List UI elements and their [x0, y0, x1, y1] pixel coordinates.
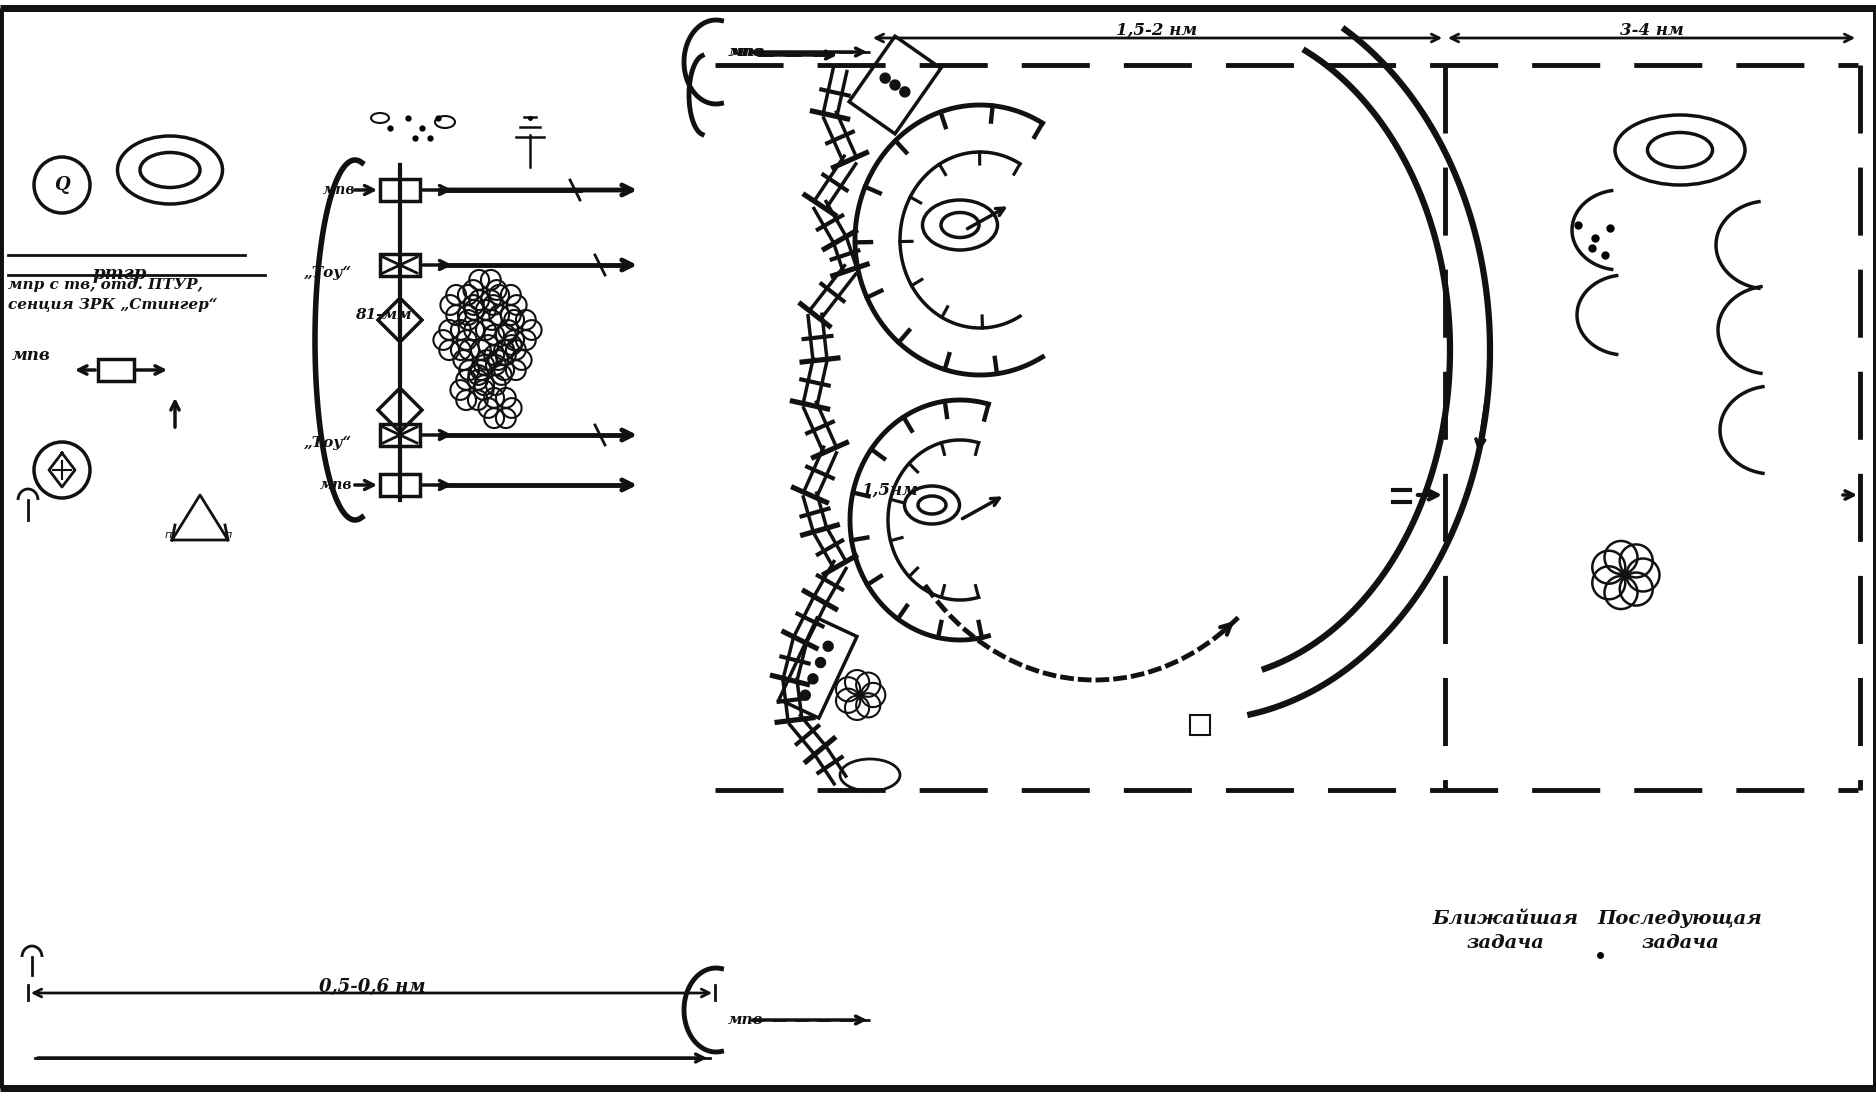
Bar — [1189, 715, 1210, 735]
Circle shape — [889, 80, 900, 90]
Text: мпв: мпв — [11, 346, 51, 364]
Text: п: п — [165, 530, 173, 540]
Text: мпв: мпв — [319, 478, 353, 492]
Text: мпв: мпв — [730, 45, 765, 59]
Text: мпв: мпв — [728, 45, 764, 59]
Text: сенция ЗРК „Стингер“: сенция ЗРК „Стингер“ — [8, 298, 218, 312]
Circle shape — [816, 658, 825, 667]
Text: 1,5-2 нм: 1,5-2 нм — [1116, 22, 1197, 39]
Text: п: п — [225, 530, 233, 540]
Text: Q: Q — [54, 176, 69, 194]
Text: 0,5-0,6 нм: 0,5-0,6 нм — [319, 978, 426, 996]
Circle shape — [801, 690, 810, 700]
Circle shape — [824, 641, 833, 651]
Text: Ближайшая
задача: Ближайшая задача — [1431, 910, 1578, 951]
Circle shape — [880, 73, 891, 83]
Text: 81-мм: 81-мм — [355, 308, 411, 322]
Text: „Тоу“: „Тоу“ — [304, 436, 353, 450]
Text: мпр с тв, отд. ПТУР,: мпр с тв, отд. ПТУР, — [8, 278, 203, 292]
Text: мпв: мпв — [728, 1013, 764, 1027]
Circle shape — [900, 87, 910, 96]
Text: мпв: мпв — [323, 183, 355, 197]
Circle shape — [809, 674, 818, 684]
Text: 3-4 нм: 3-4 нм — [1621, 22, 1685, 39]
Text: „Тоу“: „Тоу“ — [304, 266, 353, 281]
Text: Последующая
задача: Последующая задача — [1598, 910, 1762, 951]
Text: 1,5нм: 1,5нм — [861, 481, 919, 499]
Text: ртгр: ртгр — [92, 265, 146, 283]
